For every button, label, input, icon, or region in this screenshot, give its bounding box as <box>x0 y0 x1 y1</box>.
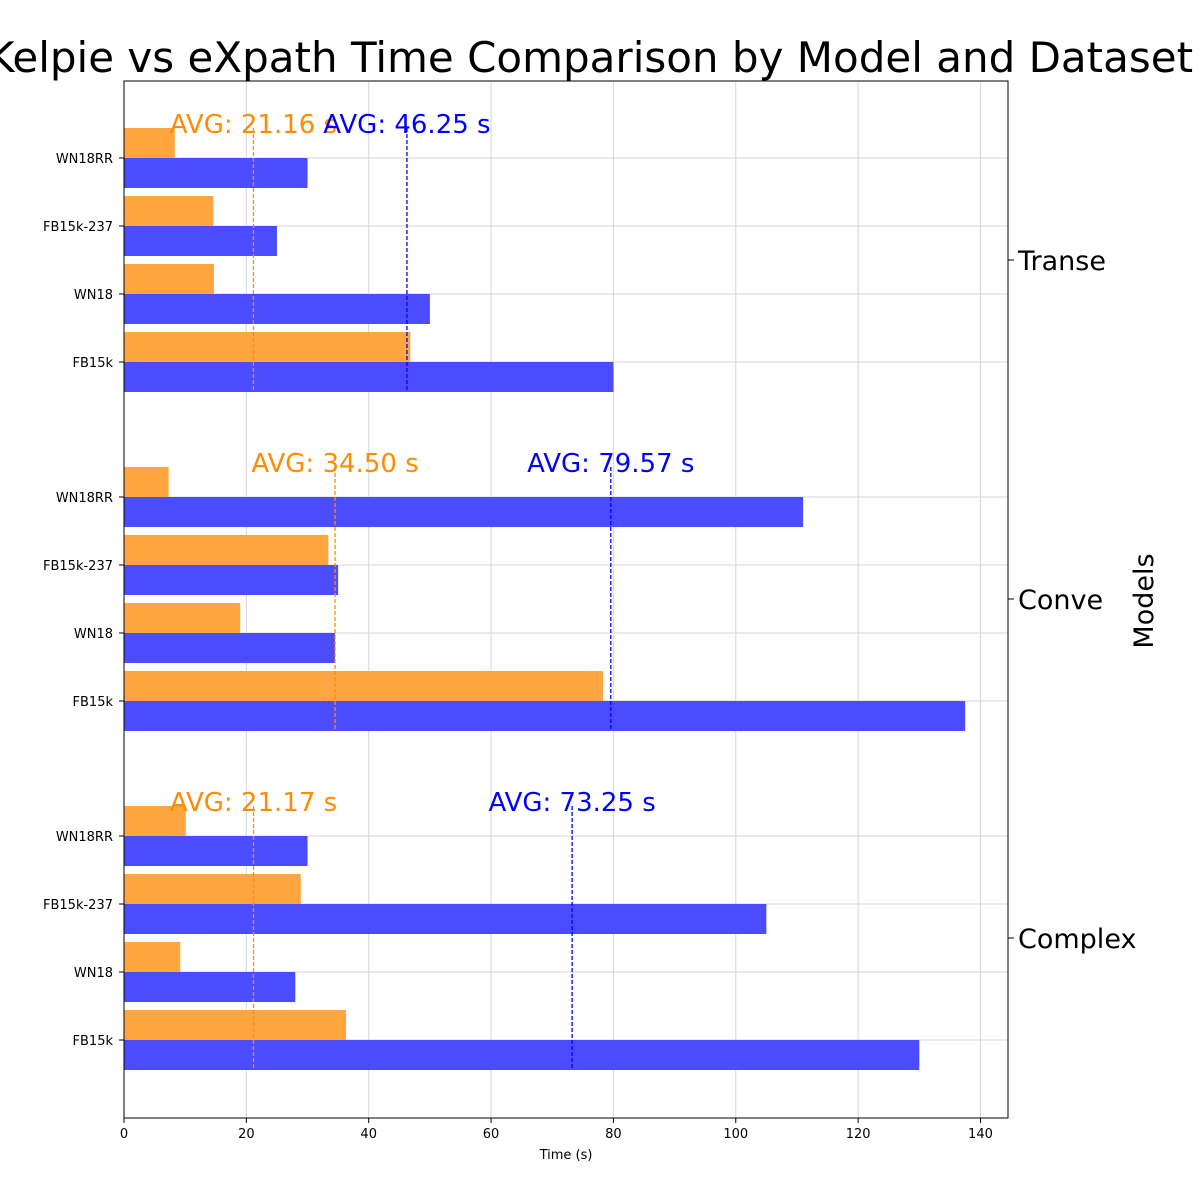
orange-bar <box>124 196 214 226</box>
orange-average-label: AVG: 21.16 s <box>170 110 337 140</box>
model-label: Transe <box>1017 246 1106 277</box>
orange-bar <box>124 467 169 497</box>
dataset-tick-label: FB15k <box>73 356 114 371</box>
dataset-tick-label: WN18RR <box>56 491 113 506</box>
blue-bar <box>124 701 966 731</box>
blue-bar <box>124 972 296 1002</box>
blue-average-label: AVG: 46.25 s <box>323 110 490 140</box>
dataset-tick-label: FB15k-237 <box>43 559 113 574</box>
blue-bar <box>124 633 336 663</box>
dataset-tick-label: FB15k <box>73 1034 114 1049</box>
x-axis-label: Time (s) <box>539 1148 593 1163</box>
x-tick-label: 120 <box>846 1127 871 1142</box>
dataset-tick-label: WN18RR <box>56 830 113 845</box>
dataset-tick-label: FB15k-237 <box>43 898 113 913</box>
orange-average-label: AVG: 21.17 s <box>170 788 337 818</box>
y-axis-label: Models <box>1129 553 1160 648</box>
model-label: Conve <box>1018 585 1103 616</box>
bars <box>124 128 966 1070</box>
orange-bar <box>124 128 175 158</box>
dataset-tick-label: WN18 <box>74 627 113 642</box>
orange-bar <box>124 332 411 362</box>
blue-bar <box>124 158 308 188</box>
orange-bar <box>124 535 329 565</box>
x-tick-label: 40 <box>360 1127 377 1142</box>
orange-bar <box>124 1010 347 1040</box>
dataset-tick-label: WN18 <box>74 966 113 981</box>
blue-bar <box>124 294 430 324</box>
dataset-tick-label: FB15k <box>73 695 114 710</box>
x-tick-label: 80 <box>605 1127 622 1142</box>
blue-average-label: AVG: 79.57 s <box>527 449 694 479</box>
model-label: Complex <box>1018 924 1136 955</box>
blue-average-label: AVG: 73.25 s <box>488 788 655 818</box>
ticks: 0 20 40 60 80 100 120 140 FB15k WN18 FB15k-237 WN18… <box>43 152 1136 1142</box>
blue-bar <box>124 497 804 527</box>
blue-bar <box>124 565 339 595</box>
orange-bar <box>124 603 241 633</box>
orange-bar <box>124 942 181 972</box>
blue-bar <box>124 904 767 934</box>
x-tick-label: 0 <box>120 1127 128 1142</box>
blue-bar <box>124 1040 920 1070</box>
chart-title: Kelpie vs eXpath Time Comparison by Mode… <box>0 33 1193 82</box>
orange-average-label: AVG: 34.50 s <box>251 449 418 479</box>
x-tick-label: 60 <box>483 1127 500 1142</box>
blue-bar <box>124 362 614 392</box>
dataset-tick-label: FB15k-237 <box>43 220 113 235</box>
x-tick-label: 20 <box>238 1127 255 1142</box>
dataset-tick-label: WN18RR <box>56 152 113 167</box>
blue-bar <box>124 836 308 866</box>
orange-bar <box>124 264 214 294</box>
dataset-tick-label: WN18 <box>74 288 113 303</box>
x-tick-label: 140 <box>968 1127 993 1142</box>
orange-bar <box>124 671 604 701</box>
orange-bar <box>124 806 186 836</box>
blue-bar <box>124 226 277 256</box>
orange-bar <box>124 874 301 904</box>
x-tick-label: 100 <box>723 1127 748 1142</box>
